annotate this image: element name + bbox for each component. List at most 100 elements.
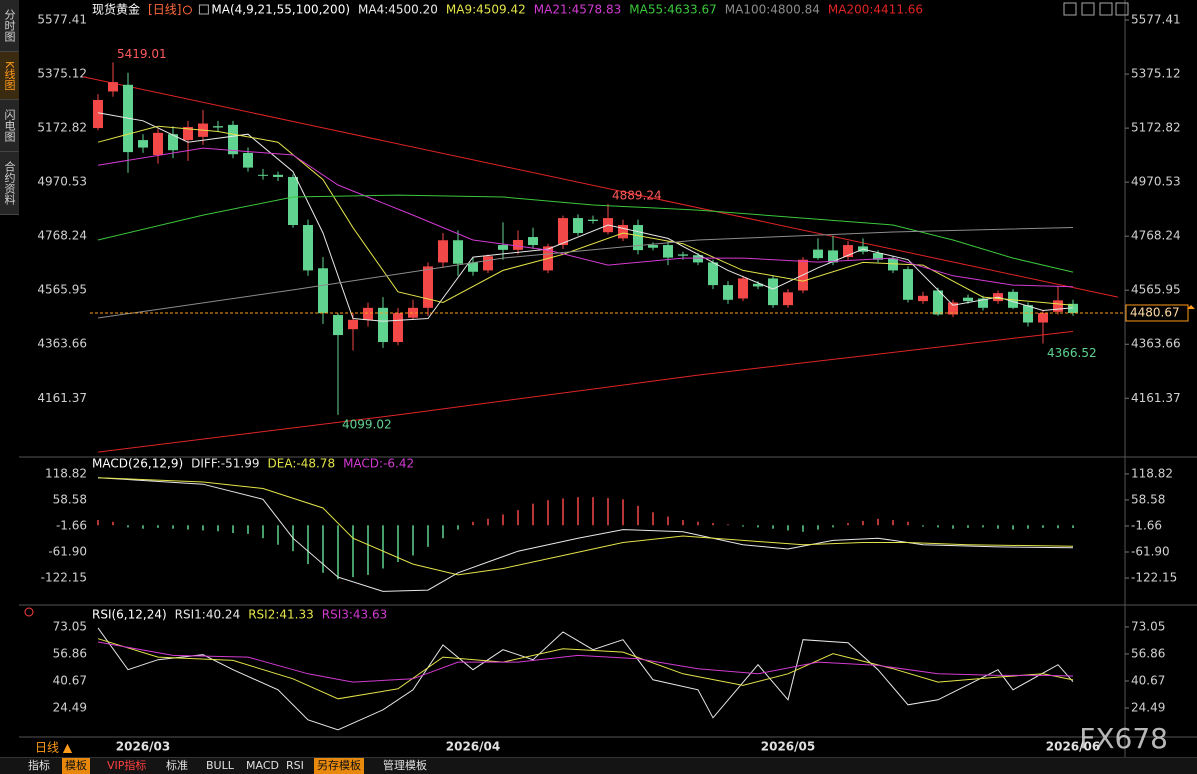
candle-body [873,253,883,260]
toolbar [0,757,1197,774]
indicator-line [97,641,1074,683]
candle-body [453,240,463,264]
y-tick-label: 4565.95 [37,283,87,297]
candle-body [108,82,118,92]
x-tick-label: 2026/03 [116,740,170,754]
legend-entry: RSI1:40.24 [175,608,241,622]
y-tick-label: 4161.37 [37,391,87,405]
y-tick-label: 4363.66 [1131,337,1181,351]
candle-body [273,174,283,177]
candle-body [258,174,268,176]
toolbar-item[interactable]: 指标 [28,759,50,772]
last-price-label: 4480.67 [1130,305,1180,319]
icon [198,4,209,15]
candle-body [558,218,568,246]
y-tick-label: 73.05 [1131,619,1165,633]
y-tick-label: 40.67 [1131,673,1165,687]
toolbar-item[interactable]: BULL [206,759,234,772]
y-tick-label: 56.86 [53,646,87,660]
y-tick-label: 40.67 [53,673,87,687]
legend-entry: RSI3:43.63 [322,608,388,622]
window-icons[interactable] [1063,2,1129,16]
candle-body [288,176,298,226]
tab[interactable]: 分时图 [0,0,19,52]
y-tick-label: -61.90 [1131,544,1170,558]
icon[interactable] [1115,2,1129,16]
y-tick-label: 58.58 [1131,492,1165,506]
candle-body [303,225,313,271]
candle-body [468,262,478,272]
legend-entry: DIFF:-51.99 [191,457,259,471]
toolbar-item[interactable]: MACD [246,759,279,772]
candle-body [588,219,598,222]
candle-body [663,245,673,258]
price-annotation: 4889.24 [612,188,662,202]
y-tick-label: 73.05 [53,619,87,633]
candle-body [528,237,538,246]
toolbar-item[interactable]: RSI [286,759,304,772]
candle-body [753,283,763,287]
candle-body [678,254,688,256]
period-label[interactable]: 日线 ▲ [35,741,73,755]
y-tick-label: 4363.66 [37,337,87,351]
y-tick-label: 4970.53 [1131,175,1181,189]
pane-icon[interactable] [24,607,34,617]
y-tick-label: 4565.95 [1131,283,1181,297]
tab[interactable]: K线图 [0,52,19,100]
indicator-line [97,112,1074,322]
price-annotation: 4099.02 [342,417,392,431]
candle-body [438,240,448,263]
toolbar-item[interactable]: VIP指标 [107,759,147,772]
candle-body [768,278,778,306]
last-price-marker [1187,304,1195,309]
toolbar-item[interactable]: 模板 [62,758,90,774]
y-tick-label: 5375.12 [37,67,87,81]
tab[interactable]: 闪电图 [0,100,19,152]
toolbar-item[interactable]: 管理模板 [383,759,427,772]
y-tick-label: 4768.24 [1131,229,1181,243]
candle-body [693,255,703,263]
candle-body [333,315,343,336]
icon[interactable] [1063,2,1077,16]
x-tick-label: 2026/06 [1046,740,1100,754]
candle-body [378,307,388,343]
toolbar-item[interactable]: 另存模板 [314,758,364,774]
candle-body [168,134,178,151]
y-tick-label: 5577.41 [37,13,87,27]
indicator-line [97,227,1074,319]
y-tick-label: 118.82 [1131,466,1173,480]
y-tick-label: -61.90 [48,544,87,558]
candle-body [363,307,373,320]
candle-body [498,245,508,250]
price-annotation: 5419.01 [117,47,167,61]
icon[interactable] [1099,2,1113,16]
y-tick-label: 56.86 [1131,646,1165,660]
candle-body [483,256,493,271]
chart-title: RSI(6,12,24) [92,608,167,622]
indicator-line [97,125,1074,306]
indicator-line [97,477,1074,576]
tab[interactable]: 合约资料 [0,152,19,215]
icon [182,5,192,15]
candle-body [903,269,913,300]
y-tick-label: 5172.82 [37,121,87,135]
toolbar-item[interactable]: 标准 [166,759,188,772]
legend-entry: MA100:4800.84 [725,3,820,17]
legend-entry: MA4:4500.20 [358,3,438,17]
candle-body [723,285,733,300]
candle-body [708,262,718,286]
chart-subtitle: [日线] [148,3,181,17]
candle-body [228,124,238,155]
indicator-line [97,627,1074,731]
y-tick-label: 4768.24 [37,229,87,243]
y-tick-label: 5172.82 [1131,121,1181,135]
candle-body [828,250,838,263]
candle-body [138,140,148,148]
watermark: FX678 [1079,722,1168,755]
legend-entry: MA200:4411.66 [828,3,923,17]
legend-entry: MA9:4509.42 [446,3,526,17]
y-tick-label: -122.15 [41,571,87,585]
candle-body [153,132,163,156]
icon[interactable] [1081,2,1095,16]
